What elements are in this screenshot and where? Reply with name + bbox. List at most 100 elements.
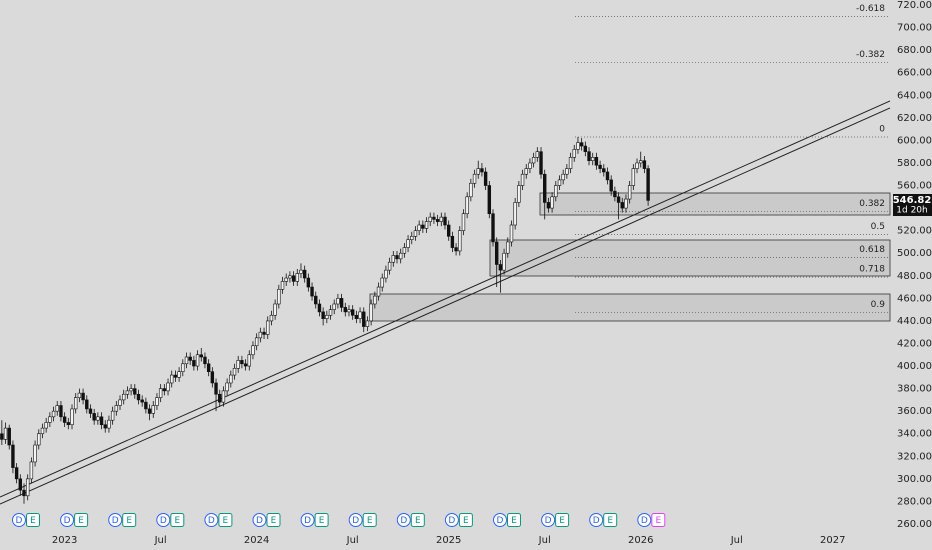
candle-body — [214, 382, 218, 395]
event-icon — [362, 513, 377, 527]
candle-body — [391, 255, 396, 263]
candle-body — [51, 410, 56, 418]
x-tick-label: 2027 — [820, 535, 845, 546]
candle-body — [3, 427, 8, 440]
candle-body — [295, 273, 299, 282]
x-tick-label: Jul — [730, 535, 743, 546]
fib-label: 0.718 — [859, 265, 885, 275]
event-icon — [541, 513, 556, 527]
y-tick-label: 700.00 — [897, 23, 932, 34]
candle-body — [192, 360, 196, 367]
candle-body — [373, 295, 377, 305]
candle-body — [62, 416, 67, 423]
candle-body — [343, 307, 347, 313]
candle-body — [332, 303, 336, 310]
y-tick-label: 620.00 — [897, 113, 932, 124]
y-tick-label: 360.00 — [897, 406, 932, 417]
candle-body — [557, 179, 562, 186]
candle-body — [155, 397, 159, 406]
event-icon — [60, 513, 75, 527]
candle-body — [531, 157, 536, 164]
y-tick-label: 500.00 — [897, 248, 932, 259]
trend-line — [0, 107, 891, 505]
candle-body — [487, 185, 492, 215]
zone — [489, 239, 891, 277]
y-tick-label: 680.00 — [897, 45, 932, 56]
event-icon — [300, 513, 315, 527]
y-tick-label: 480.00 — [897, 271, 932, 282]
candle-body — [173, 374, 178, 378]
candle-body — [613, 190, 617, 198]
candle-body — [539, 151, 543, 175]
candle-body — [646, 168, 650, 201]
candle-body — [458, 230, 462, 252]
x-tick-label: 2026 — [628, 535, 653, 546]
event-icon — [589, 513, 604, 527]
fib-label: 0.9 — [871, 300, 886, 310]
candle-body — [476, 168, 480, 175]
candle-body — [406, 239, 410, 248]
candle-body — [110, 410, 115, 421]
candle-body — [85, 399, 89, 410]
event-label: D — [256, 516, 263, 526]
candle-body — [229, 374, 233, 384]
candle-body — [543, 173, 547, 203]
event-icon — [252, 513, 267, 527]
candle-body — [579, 142, 584, 147]
candle-body — [413, 230, 418, 237]
candle-body — [605, 171, 610, 181]
fib-label: 0.618 — [859, 245, 885, 255]
y-tick-label: 260.00 — [897, 519, 932, 530]
candle-body — [472, 173, 477, 184]
candle-body — [554, 185, 558, 198]
event-icon — [396, 513, 411, 527]
candle-body — [328, 309, 333, 316]
candle-body — [188, 356, 192, 361]
candle-body — [195, 354, 200, 367]
candle-body — [299, 269, 303, 274]
candle-body — [184, 356, 189, 365]
candle-body — [358, 311, 362, 319]
candle-body — [203, 356, 207, 365]
event-icon — [108, 513, 123, 527]
candle-body — [40, 427, 45, 435]
candle-body — [236, 360, 240, 369]
event-label: E — [415, 516, 421, 526]
x-tick-label: Jul — [538, 535, 551, 546]
candle-body — [33, 444, 37, 463]
event-label: E — [607, 516, 613, 526]
candle-body — [240, 360, 244, 365]
fib-label: 0.382 — [859, 199, 885, 209]
event-icon — [507, 513, 521, 527]
candle-body — [59, 405, 63, 418]
candle-body — [635, 162, 639, 169]
candle-body — [225, 382, 229, 392]
trend-line — [0, 100, 891, 498]
event-label: E — [223, 516, 229, 526]
candle-body — [284, 277, 288, 282]
candle-body — [317, 303, 322, 313]
x-tick-label: 2024 — [244, 535, 269, 546]
fib-label: 0 — [879, 125, 885, 135]
event-icon — [156, 513, 171, 527]
candle-body — [568, 157, 573, 169]
candle-body — [247, 354, 251, 367]
candle-body — [369, 303, 373, 322]
candle-body — [147, 408, 152, 414]
x-tick-label: 2025 — [436, 535, 461, 546]
y-tick-label: 300.00 — [897, 474, 932, 485]
candle-body — [509, 224, 514, 243]
event-icon — [12, 513, 26, 527]
candle-body — [77, 392, 82, 398]
event-label: D — [208, 516, 215, 526]
candle-body — [273, 303, 277, 316]
candle-body — [494, 241, 499, 265]
candle-body — [122, 393, 126, 401]
event-icon — [74, 513, 89, 527]
candle-body — [642, 160, 647, 169]
event-icon — [651, 513, 666, 527]
fib-label: -0.618 — [856, 4, 885, 14]
candle-body — [306, 277, 311, 288]
last-price-box — [893, 194, 932, 216]
